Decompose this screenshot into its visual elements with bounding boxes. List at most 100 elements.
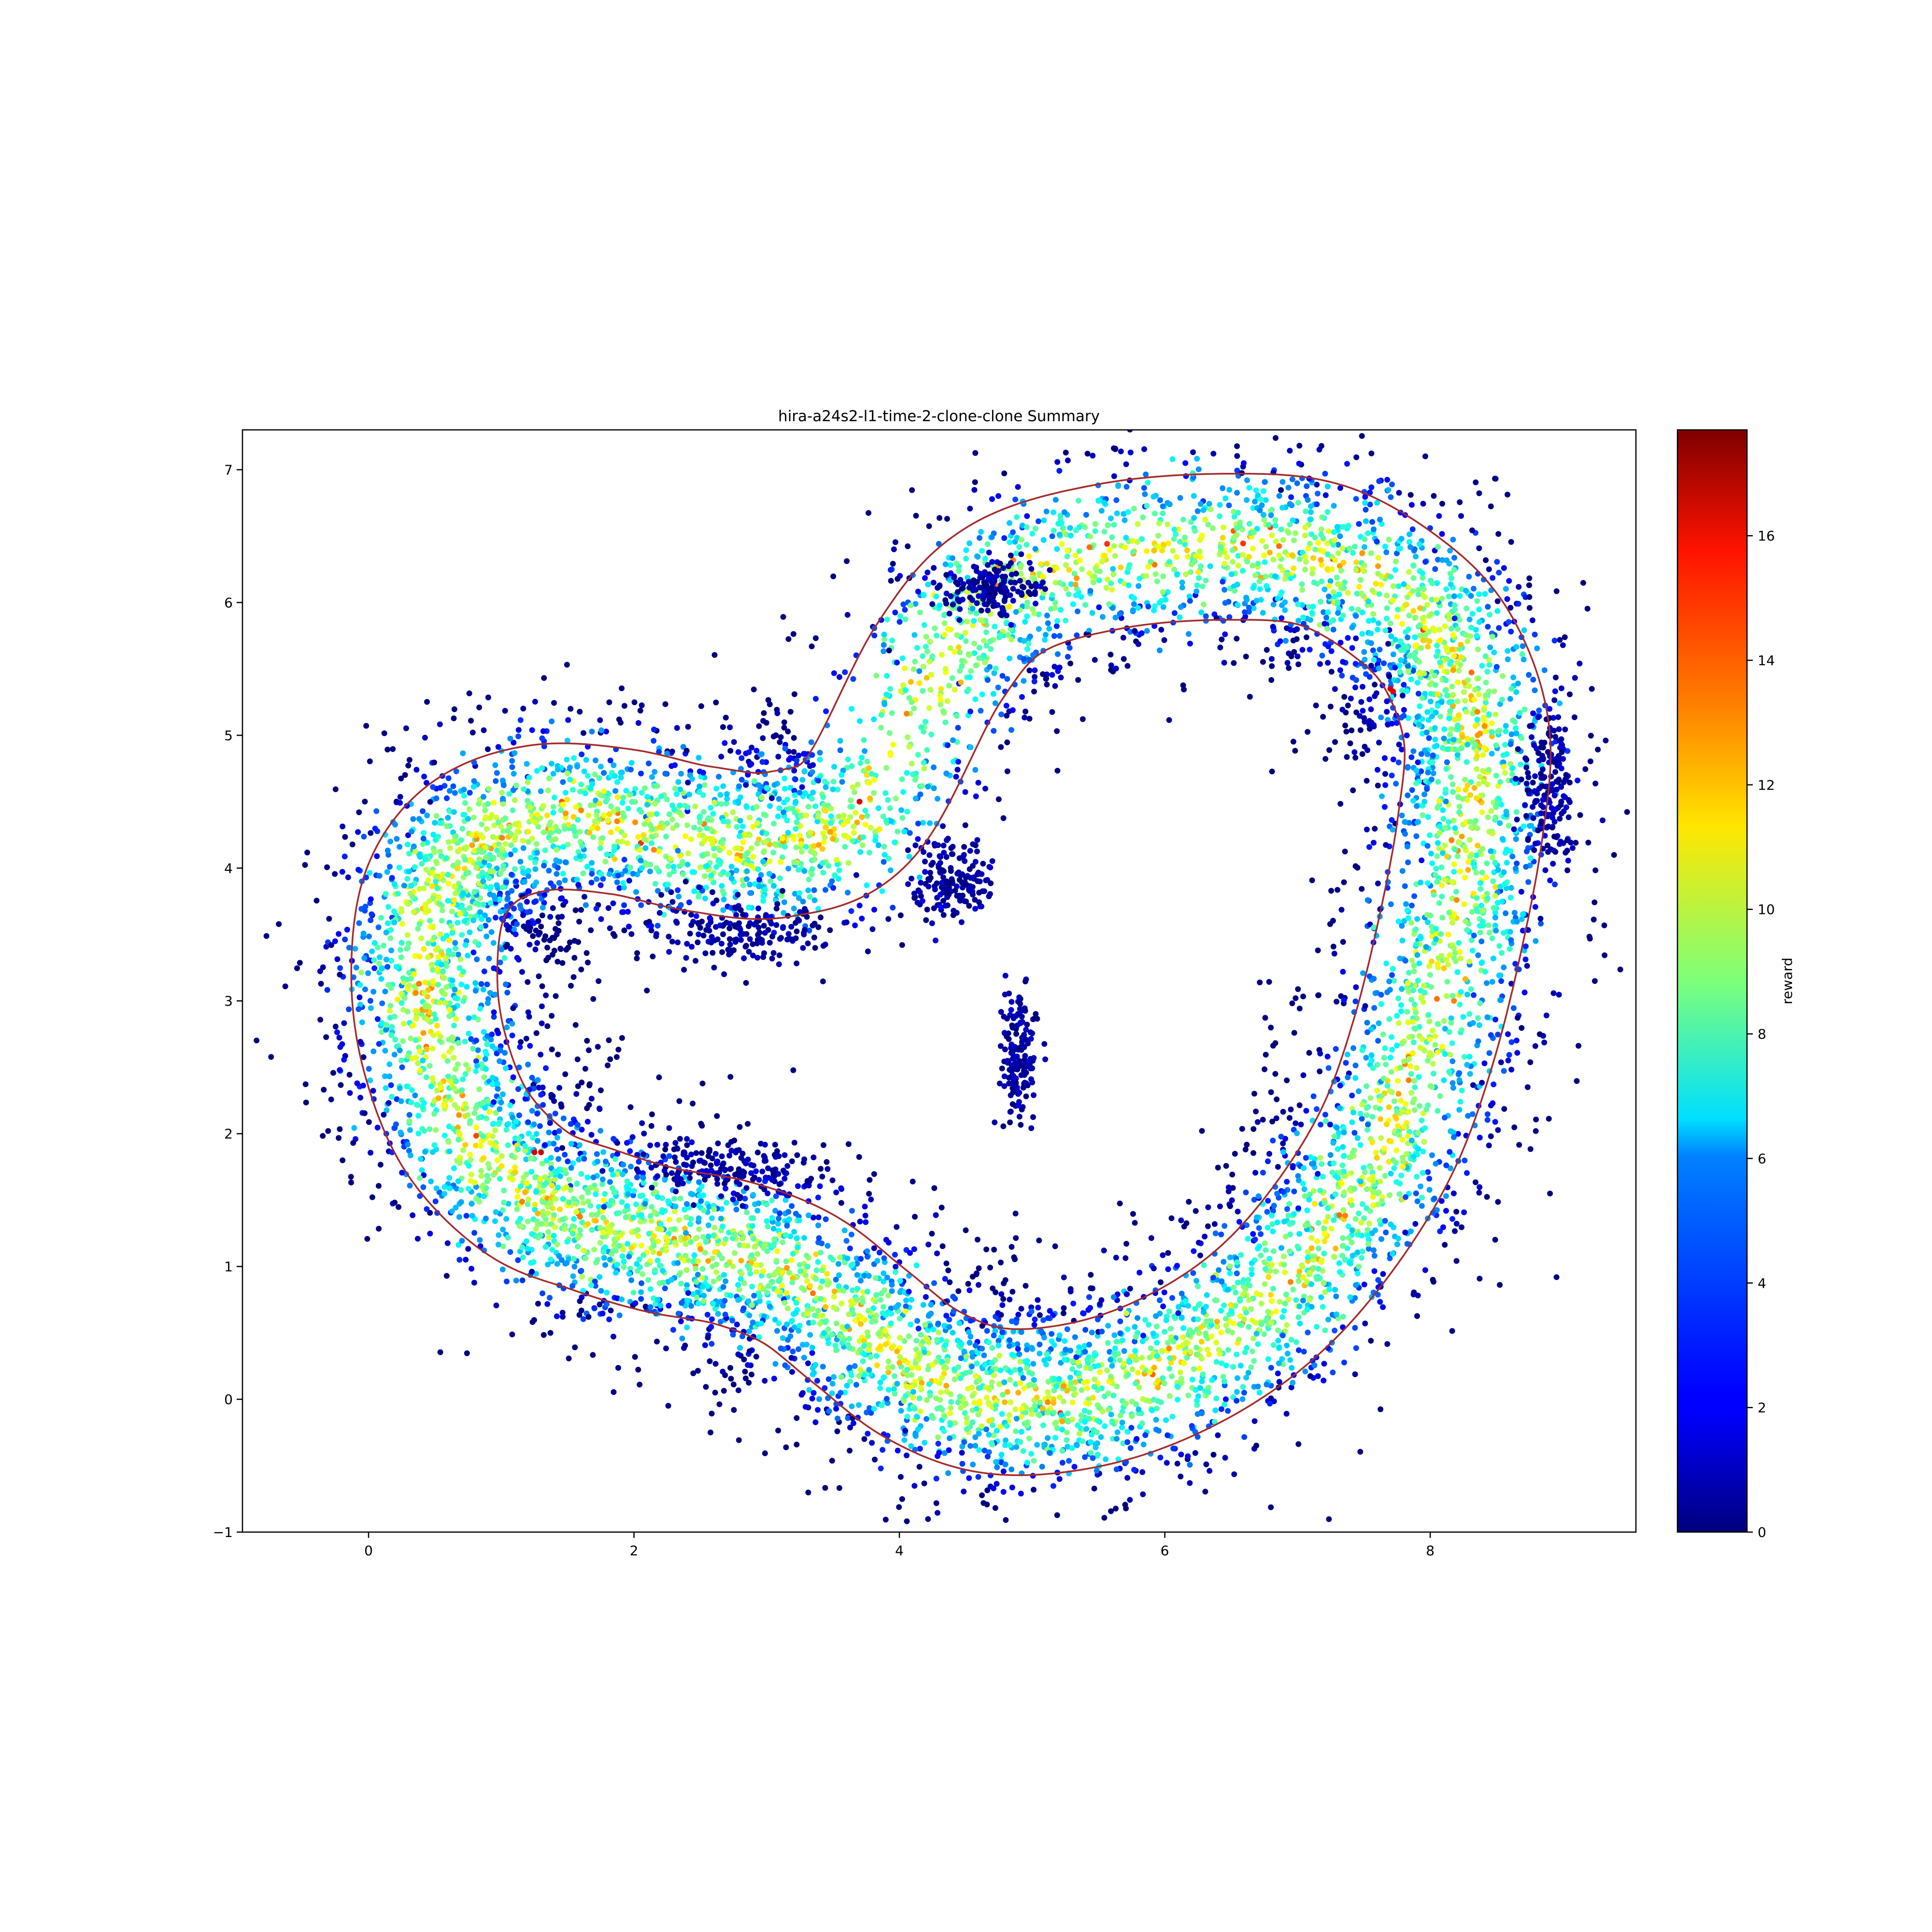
data-point bbox=[1246, 484, 1252, 491]
data-point bbox=[1410, 748, 1417, 754]
data-point bbox=[884, 1275, 890, 1280]
data-point bbox=[451, 715, 457, 722]
data-point bbox=[734, 824, 740, 830]
data-point bbox=[928, 671, 934, 678]
data-point bbox=[1234, 636, 1240, 642]
data-point bbox=[1193, 588, 1200, 595]
data-point bbox=[484, 1000, 491, 1006]
data-point bbox=[772, 1208, 779, 1214]
data-point bbox=[1417, 703, 1423, 710]
data-point bbox=[1600, 817, 1605, 824]
data-point bbox=[966, 1475, 972, 1481]
data-point bbox=[1434, 996, 1440, 1002]
data-point bbox=[1206, 501, 1212, 507]
data-point bbox=[1375, 1277, 1381, 1283]
data-point bbox=[1305, 1329, 1311, 1335]
data-point bbox=[1411, 1001, 1418, 1008]
data-point bbox=[931, 1280, 937, 1286]
data-point bbox=[925, 1366, 931, 1373]
data-point bbox=[1026, 1435, 1032, 1442]
data-point bbox=[552, 1110, 558, 1117]
data-point bbox=[1375, 563, 1381, 569]
data-point bbox=[1536, 707, 1542, 713]
data-point bbox=[1411, 968, 1417, 975]
data-point bbox=[1191, 1248, 1197, 1254]
data-point bbox=[1339, 545, 1346, 552]
data-point bbox=[1360, 708, 1366, 714]
data-point bbox=[1280, 537, 1286, 543]
data-point bbox=[1382, 1045, 1388, 1051]
data-point bbox=[1350, 550, 1356, 556]
data-point bbox=[1380, 1271, 1386, 1277]
data-point bbox=[1270, 601, 1277, 608]
data-point bbox=[923, 1416, 930, 1422]
data-point bbox=[1242, 1286, 1249, 1293]
data-point bbox=[624, 1178, 630, 1184]
data-point bbox=[559, 960, 566, 966]
data-point bbox=[400, 1038, 406, 1044]
data-point bbox=[575, 817, 581, 823]
data-point bbox=[1524, 1084, 1531, 1090]
data-point bbox=[831, 670, 837, 676]
data-point bbox=[1432, 737, 1438, 743]
data-point bbox=[465, 1246, 471, 1252]
data-point bbox=[646, 760, 652, 767]
data-point bbox=[406, 851, 412, 857]
data-point bbox=[881, 1304, 887, 1310]
data-point bbox=[445, 1073, 451, 1080]
data-point bbox=[1165, 1250, 1171, 1256]
data-point bbox=[1239, 1126, 1245, 1132]
data-point bbox=[413, 1102, 420, 1108]
data-point bbox=[1345, 590, 1351, 596]
data-point bbox=[1330, 1140, 1336, 1146]
data-point bbox=[1439, 531, 1445, 537]
data-point bbox=[1043, 509, 1050, 514]
data-point bbox=[429, 1045, 436, 1051]
data-point bbox=[621, 1264, 627, 1270]
data-point bbox=[1474, 709, 1480, 715]
data-point bbox=[1283, 1234, 1289, 1240]
data-point bbox=[1280, 1140, 1286, 1147]
data-point bbox=[1430, 770, 1436, 776]
data-point bbox=[539, 1020, 545, 1026]
data-point bbox=[1270, 1228, 1276, 1235]
data-point bbox=[1225, 1328, 1231, 1334]
data-point bbox=[1426, 1176, 1433, 1182]
data-point bbox=[1056, 468, 1063, 474]
data-point bbox=[925, 1241, 932, 1248]
data-point bbox=[740, 839, 746, 845]
data-point bbox=[713, 1269, 719, 1275]
data-point bbox=[1367, 501, 1373, 508]
data-point bbox=[914, 645, 920, 651]
data-point bbox=[1003, 1365, 1009, 1371]
data-point bbox=[1325, 528, 1332, 534]
data-point bbox=[883, 765, 890, 771]
data-point bbox=[991, 1432, 996, 1438]
data-point bbox=[346, 1072, 353, 1078]
data-point bbox=[1454, 698, 1461, 705]
data-point bbox=[1294, 1243, 1301, 1250]
data-point bbox=[1395, 583, 1402, 589]
data-point bbox=[1403, 1101, 1408, 1107]
data-point bbox=[1443, 766, 1449, 772]
data-point bbox=[850, 676, 856, 682]
data-point bbox=[810, 789, 816, 796]
data-point bbox=[429, 1149, 436, 1155]
data-point bbox=[1511, 1124, 1518, 1130]
data-point bbox=[1501, 964, 1507, 970]
data-point bbox=[819, 1278, 825, 1284]
data-point bbox=[1061, 1274, 1067, 1280]
data-point bbox=[1462, 874, 1468, 881]
data-point bbox=[966, 686, 972, 693]
data-point bbox=[849, 1208, 855, 1214]
data-point bbox=[1028, 1345, 1035, 1351]
data-point bbox=[1408, 1071, 1414, 1077]
data-point bbox=[611, 1389, 617, 1395]
data-point bbox=[1050, 509, 1056, 515]
data-point bbox=[648, 1218, 654, 1224]
data-point bbox=[729, 1318, 736, 1323]
data-point bbox=[802, 1404, 809, 1410]
data-point bbox=[941, 1322, 948, 1329]
data-point bbox=[817, 750, 823, 756]
data-point bbox=[1278, 487, 1284, 493]
